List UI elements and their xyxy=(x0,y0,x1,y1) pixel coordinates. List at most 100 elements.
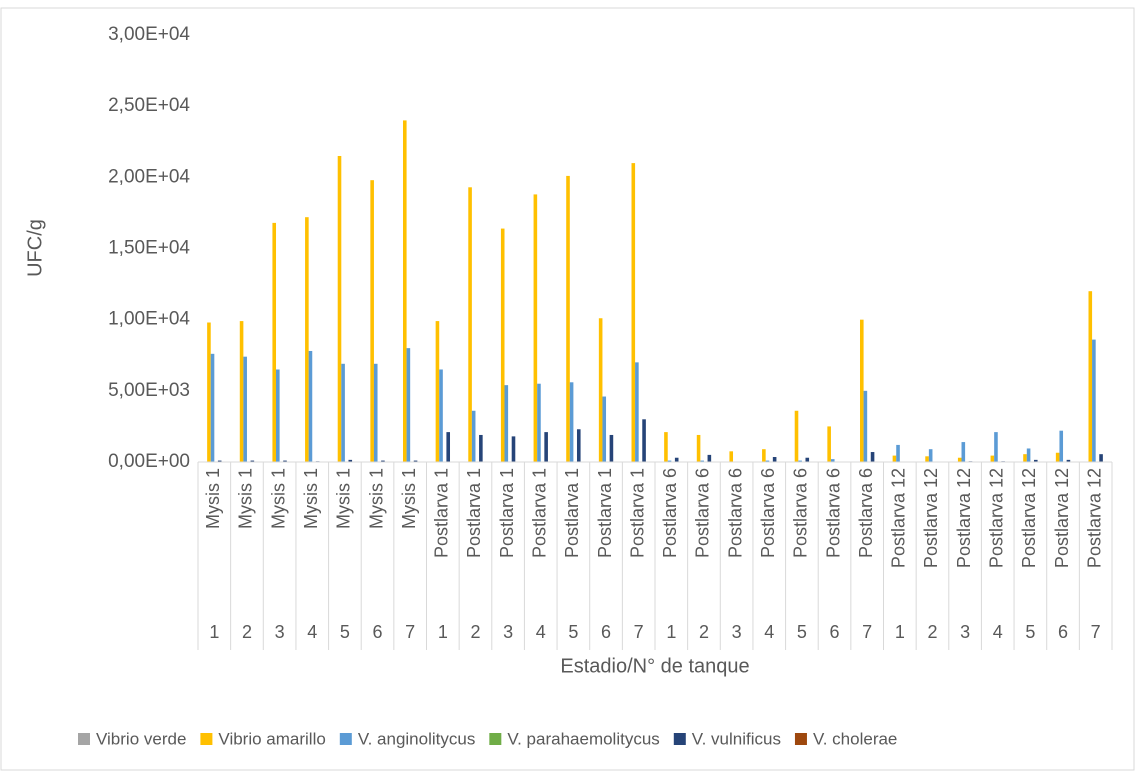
bar xyxy=(272,222,277,462)
x-tick-label: 1 xyxy=(209,622,219,642)
x-tick-label: 7 xyxy=(1091,622,1101,642)
bar xyxy=(892,455,897,462)
x-group-label: Postlarva 1 xyxy=(464,468,484,558)
x-tick-label: 5 xyxy=(340,622,350,642)
legend-swatch xyxy=(200,733,213,745)
bar xyxy=(468,187,472,462)
x-tick-label: 3 xyxy=(503,622,513,642)
bar xyxy=(402,120,407,463)
bar xyxy=(896,444,900,462)
bar xyxy=(537,383,541,462)
bar xyxy=(337,155,342,462)
bar xyxy=(762,449,766,462)
legend-swatch xyxy=(489,733,502,745)
bar xyxy=(1066,459,1071,462)
x-group-label: Postlarva 12 xyxy=(987,468,1007,568)
x-tick-label: 6 xyxy=(373,622,383,642)
y-tick-label: 1,00E+04 xyxy=(108,309,190,330)
x-group-label: Postlarva 1 xyxy=(595,468,615,558)
bar xyxy=(439,369,443,462)
y-tick-label: 1,50E+04 xyxy=(108,238,190,259)
bar xyxy=(207,322,211,462)
x-tick-label: 2 xyxy=(927,622,937,642)
x-tick-label: 4 xyxy=(764,622,774,642)
x-axis-title: Estadio/N° de tanque xyxy=(560,655,749,677)
x-tick-label: 3 xyxy=(275,622,285,642)
legend-swatch xyxy=(794,733,807,745)
bar xyxy=(504,385,509,462)
bar xyxy=(602,396,607,462)
bar xyxy=(283,460,287,462)
bar xyxy=(511,436,516,462)
bar xyxy=(674,457,679,462)
y-tick-label: 0,00E+00 xyxy=(108,451,190,472)
x-group-label: Mysis 1 xyxy=(268,468,288,529)
x-tick-label: 6 xyxy=(1058,622,1068,642)
bar xyxy=(1088,291,1093,462)
bar xyxy=(700,460,704,462)
bar xyxy=(794,410,799,462)
bar xyxy=(243,356,247,462)
x-group-label: Postlarva 6 xyxy=(823,468,843,558)
bar xyxy=(859,319,864,462)
bar xyxy=(1099,454,1103,462)
bar xyxy=(1033,459,1038,462)
x-tick-label: 5 xyxy=(568,622,578,642)
x-tick-label: 5 xyxy=(1025,622,1035,642)
y-tick-label: 2,50E+04 xyxy=(108,95,190,116)
legend-label: V. cholerae xyxy=(813,729,897,748)
x-group-label: Mysis 1 xyxy=(399,468,419,529)
legend-label: V. parahaemolitycus xyxy=(507,729,659,748)
bar xyxy=(566,175,570,462)
x-group-label: Postlarva 1 xyxy=(432,468,452,558)
x-group-label: Mysis 1 xyxy=(334,468,354,529)
x-group-label: Postlarva 6 xyxy=(791,468,811,558)
x-group-label: Postlarva 6 xyxy=(660,468,680,558)
x-group-label: Postlarva 6 xyxy=(856,468,876,558)
y-tick-label: 2,00E+04 xyxy=(108,166,190,187)
bar xyxy=(569,382,574,462)
x-tick-label: 4 xyxy=(307,622,317,642)
x-group-label: Mysis 1 xyxy=(366,468,386,529)
x-tick-label: 4 xyxy=(536,622,546,642)
y-tick-label: 5,00E+03 xyxy=(108,380,190,401)
x-group-label: Postlarva 12 xyxy=(1019,468,1039,568)
x-tick-label: 1 xyxy=(666,622,676,642)
x-tick-label: 7 xyxy=(634,622,644,642)
bar xyxy=(805,457,810,462)
x-group-label: Postlarva 12 xyxy=(889,468,909,568)
bar xyxy=(961,442,966,462)
x-group-label: Postlarva 6 xyxy=(758,468,778,558)
bar xyxy=(928,449,933,462)
x-group-label: Postlarva 1 xyxy=(627,468,647,558)
bar xyxy=(598,318,603,462)
x-group-label: Postlarva 12 xyxy=(1052,468,1072,568)
bar xyxy=(664,432,668,462)
y-tick-label: 3,00E+04 xyxy=(108,24,190,45)
x-tick-label: 3 xyxy=(732,622,742,642)
x-tick-label: 2 xyxy=(470,622,480,642)
x-tick-label: 6 xyxy=(830,622,840,642)
x-tick-label: 2 xyxy=(699,622,709,642)
bar xyxy=(830,459,835,462)
bar xyxy=(406,348,411,462)
legend-label: Vibrio verde xyxy=(96,729,186,748)
x-tick-label: 2 xyxy=(242,622,252,642)
bar xyxy=(729,451,734,462)
bar xyxy=(479,434,483,462)
bar xyxy=(1055,452,1060,462)
bar xyxy=(772,457,777,462)
x-tick-label: 4 xyxy=(993,622,1003,642)
legend-swatch xyxy=(339,733,352,745)
bar xyxy=(994,432,998,462)
bar xyxy=(798,460,802,462)
x-group-label: Postlarva 1 xyxy=(497,468,517,558)
bar xyxy=(765,460,770,462)
x-group-label: Postlarva 1 xyxy=(562,468,582,558)
x-group-label: Postlarva 12 xyxy=(954,468,974,568)
x-group-label: Mysis 1 xyxy=(203,468,223,529)
bar xyxy=(957,457,962,462)
bar xyxy=(696,434,701,462)
x-group-label: Postlarva 6 xyxy=(693,468,713,558)
